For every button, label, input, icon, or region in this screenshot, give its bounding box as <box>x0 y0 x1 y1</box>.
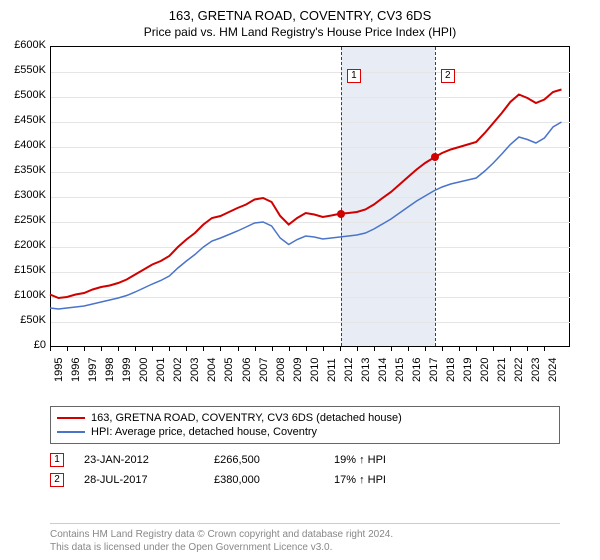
legend-label: HPI: Average price, detached house, Cove… <box>91 426 317 438</box>
y-tick-label: £500K <box>2 89 46 101</box>
chart: 12 £0£50K£100K£150K£200K£250K£300K£350K£… <box>0 46 600 396</box>
legend: 163, GRETNA ROAD, COVENTRY, CV3 6DS (det… <box>50 406 560 444</box>
event-marker-box: 1 <box>347 69 361 83</box>
plot-area: 12 <box>50 46 570 346</box>
footer-attribution: Contains HM Land Registry data © Crown c… <box>50 523 560 554</box>
transaction-marker: 1 <box>50 453 64 467</box>
legend-swatch <box>57 417 85 419</box>
transaction-date: 23-JAN-2012 <box>84 454 194 466</box>
x-tick-label: 2024 <box>547 358 559 382</box>
x-tick-label: 2002 <box>172 358 184 382</box>
x-tick-label: 2013 <box>360 358 372 382</box>
transaction-point <box>337 210 345 218</box>
legend-item: HPI: Average price, detached house, Cove… <box>57 425 553 439</box>
transaction-point <box>431 153 439 161</box>
series-hpi <box>50 122 562 309</box>
y-tick-label: £100K <box>2 289 46 301</box>
x-tick-label: 2016 <box>411 358 423 382</box>
transaction-table: 1 23-JAN-2012 £266,500 19% ↑ HPI 2 28-JUL-201… <box>50 450 560 490</box>
x-tick-label: 2004 <box>206 358 218 382</box>
x-tick-label: 2011 <box>326 358 338 382</box>
y-tick-label: £200K <box>2 239 46 251</box>
x-tick-label: 2015 <box>394 358 406 382</box>
transaction-row: 1 23-JAN-2012 £266,500 19% ↑ HPI <box>50 450 560 470</box>
x-tick-label: 2022 <box>513 358 525 382</box>
page-subtitle: Price paid vs. HM Land Registry's House … <box>0 23 600 39</box>
x-tick-label: 2006 <box>241 358 253 382</box>
x-tick-label: 2018 <box>445 358 457 382</box>
x-tick-label: 2000 <box>138 358 150 382</box>
transaction-date: 28-JUL-2017 <box>84 474 194 486</box>
footer-line-2: This data is licensed under the Open Gov… <box>50 541 560 554</box>
x-tick-label: 1995 <box>53 358 65 382</box>
transaction-delta: 19% ↑ HPI <box>334 454 386 466</box>
x-tick-label: 1997 <box>87 358 99 382</box>
transaction-delta: 17% ↑ HPI <box>334 474 386 486</box>
transaction-price: £266,500 <box>214 454 314 466</box>
y-tick-label: £400K <box>2 139 46 151</box>
x-tick-label: 2023 <box>530 358 542 382</box>
y-tick-label: £300K <box>2 189 46 201</box>
y-tick-label: £150K <box>2 264 46 276</box>
page-title: 163, GRETNA ROAD, COVENTRY, CV3 6DS <box>0 0 600 23</box>
y-tick-label: £50K <box>2 314 46 326</box>
x-tick-label: 1998 <box>104 358 116 382</box>
x-tick-label: 1999 <box>121 358 133 382</box>
footer-line-1: Contains HM Land Registry data © Crown c… <box>50 528 560 541</box>
x-tick-label: 2010 <box>309 358 321 382</box>
y-tick-label: £550K <box>2 64 46 76</box>
y-tick-label: £350K <box>2 164 46 176</box>
legend-label: 163, GRETNA ROAD, COVENTRY, CV3 6DS (det… <box>91 412 402 424</box>
x-tick-label: 1996 <box>70 358 82 382</box>
x-tick-label: 2017 <box>428 358 440 382</box>
x-tick-label: 2005 <box>223 358 235 382</box>
x-tick-label: 2008 <box>275 358 287 382</box>
event-marker-box: 2 <box>441 69 455 83</box>
series-price_paid <box>50 90 562 299</box>
legend-swatch <box>57 431 85 433</box>
y-tick-label: £600K <box>2 39 46 51</box>
transaction-row: 2 28-JUL-2017 £380,000 17% ↑ HPI <box>50 470 560 490</box>
transaction-price: £380,000 <box>214 474 314 486</box>
y-tick-label: £250K <box>2 214 46 226</box>
y-tick-label: £450K <box>2 114 46 126</box>
x-tick-label: 2021 <box>496 358 508 382</box>
x-tick-label: 2019 <box>462 358 474 382</box>
x-tick-label: 2009 <box>292 358 304 382</box>
series-svg <box>50 47 570 347</box>
legend-item: 163, GRETNA ROAD, COVENTRY, CV3 6DS (det… <box>57 411 553 425</box>
x-tick-label: 2014 <box>377 358 389 382</box>
y-tick-label: £0 <box>2 339 46 351</box>
x-tick-label: 2001 <box>155 358 167 382</box>
x-tick-label: 2020 <box>479 358 491 382</box>
x-tick-label: 2012 <box>343 358 355 382</box>
x-tick-label: 2007 <box>258 358 270 382</box>
transaction-marker: 2 <box>50 473 64 487</box>
x-tick-label: 2003 <box>189 358 201 382</box>
